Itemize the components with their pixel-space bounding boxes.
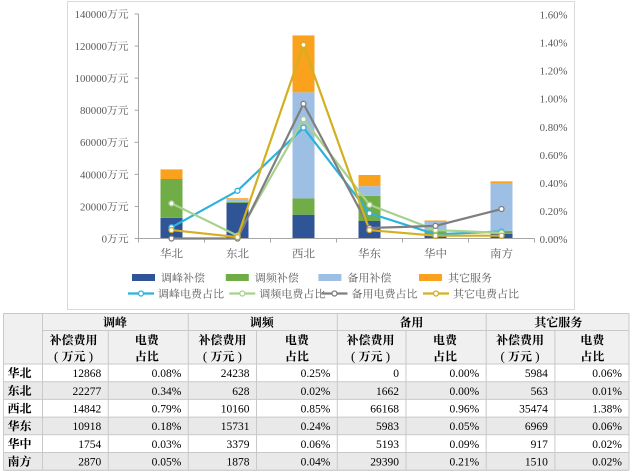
svg-text:40000: 40000 xyxy=(80,169,107,181)
svg-text:24238: 24238 xyxy=(221,368,250,380)
svg-text:(: ( xyxy=(500,349,504,364)
svg-text:6969: 6969 xyxy=(525,421,548,433)
svg-text:0.01%: 0.01% xyxy=(592,386,622,398)
svg-text:0.02%: 0.02% xyxy=(592,439,622,451)
svg-text:0.00%: 0.00% xyxy=(540,234,568,246)
svg-text:917: 917 xyxy=(531,439,549,451)
svg-text:0: 0 xyxy=(102,233,107,245)
svg-text:): ) xyxy=(535,349,539,364)
svg-text:120000: 120000 xyxy=(75,41,107,53)
svg-text:0.05%: 0.05% xyxy=(450,421,480,433)
svg-text:5193: 5193 xyxy=(376,439,399,451)
svg-text:0.02%: 0.02% xyxy=(301,386,331,398)
svg-text:14842: 14842 xyxy=(73,403,102,415)
svg-text:(: ( xyxy=(54,349,58,364)
svg-text:0.06%: 0.06% xyxy=(301,439,331,451)
svg-text:0.06%: 0.06% xyxy=(592,421,622,433)
svg-text:20000: 20000 xyxy=(80,201,107,213)
svg-text:1.40%: 1.40% xyxy=(540,38,568,50)
svg-text:): ) xyxy=(386,349,390,364)
svg-text:12868: 12868 xyxy=(73,368,102,380)
svg-text:15731: 15731 xyxy=(221,421,250,433)
svg-text:0.02%: 0.02% xyxy=(592,457,622,469)
svg-text:0.40%: 0.40% xyxy=(540,178,568,190)
svg-text:0.18%: 0.18% xyxy=(152,421,182,433)
svg-text:35474: 35474 xyxy=(519,403,548,415)
svg-text:0: 0 xyxy=(393,368,399,380)
svg-text:0.80%: 0.80% xyxy=(540,122,568,134)
svg-text:66168: 66168 xyxy=(370,403,399,415)
svg-text:22277: 22277 xyxy=(73,386,102,398)
svg-text:0.08%: 0.08% xyxy=(152,368,182,380)
svg-text:1510: 1510 xyxy=(525,457,548,469)
svg-text:0.00%: 0.00% xyxy=(450,368,480,380)
svg-text:0.85%: 0.85% xyxy=(301,403,331,415)
svg-text:0.25%: 0.25% xyxy=(301,368,331,380)
svg-text:(: ( xyxy=(203,349,207,364)
svg-text:0.79%: 0.79% xyxy=(152,403,182,415)
svg-text:0.05%: 0.05% xyxy=(152,457,182,469)
svg-text:10160: 10160 xyxy=(221,403,250,415)
svg-text:100000: 100000 xyxy=(75,73,107,85)
svg-text:1754: 1754 xyxy=(78,439,101,451)
svg-text:1.60%: 1.60% xyxy=(540,10,568,22)
svg-text:1.00%: 1.00% xyxy=(540,94,568,106)
svg-text:0.09%: 0.09% xyxy=(450,439,480,451)
svg-text:(: ( xyxy=(351,349,355,364)
svg-text:0.03%: 0.03% xyxy=(152,439,182,451)
svg-text:): ) xyxy=(89,349,93,364)
svg-text:140000: 140000 xyxy=(75,9,107,21)
svg-text:60000: 60000 xyxy=(80,137,107,149)
svg-text:1878: 1878 xyxy=(227,457,250,469)
svg-text:0.60%: 0.60% xyxy=(540,150,568,162)
svg-text:1.38%: 1.38% xyxy=(592,403,622,415)
svg-text:0.24%: 0.24% xyxy=(301,421,331,433)
svg-text:1662: 1662 xyxy=(376,386,399,398)
svg-text:29390: 29390 xyxy=(370,457,399,469)
svg-text:): ) xyxy=(238,349,242,364)
svg-text:563: 563 xyxy=(531,386,549,398)
svg-text:2870: 2870 xyxy=(78,457,101,469)
svg-text:1.20%: 1.20% xyxy=(540,66,568,78)
svg-text:10918: 10918 xyxy=(73,421,102,433)
svg-text:0.06%: 0.06% xyxy=(592,368,622,380)
svg-text:0.20%: 0.20% xyxy=(540,206,568,218)
svg-text:5984: 5984 xyxy=(525,368,548,380)
svg-text:0.04%: 0.04% xyxy=(301,457,331,469)
svg-text:3379: 3379 xyxy=(227,439,250,451)
svg-text:0.21%: 0.21% xyxy=(450,457,480,469)
svg-text:0.34%: 0.34% xyxy=(152,386,182,398)
svg-text:0.96%: 0.96% xyxy=(450,403,480,415)
svg-text:0.00%: 0.00% xyxy=(450,386,480,398)
svg-text:628: 628 xyxy=(232,386,250,398)
svg-text:5983: 5983 xyxy=(376,421,399,433)
svg-text:80000: 80000 xyxy=(80,105,107,117)
